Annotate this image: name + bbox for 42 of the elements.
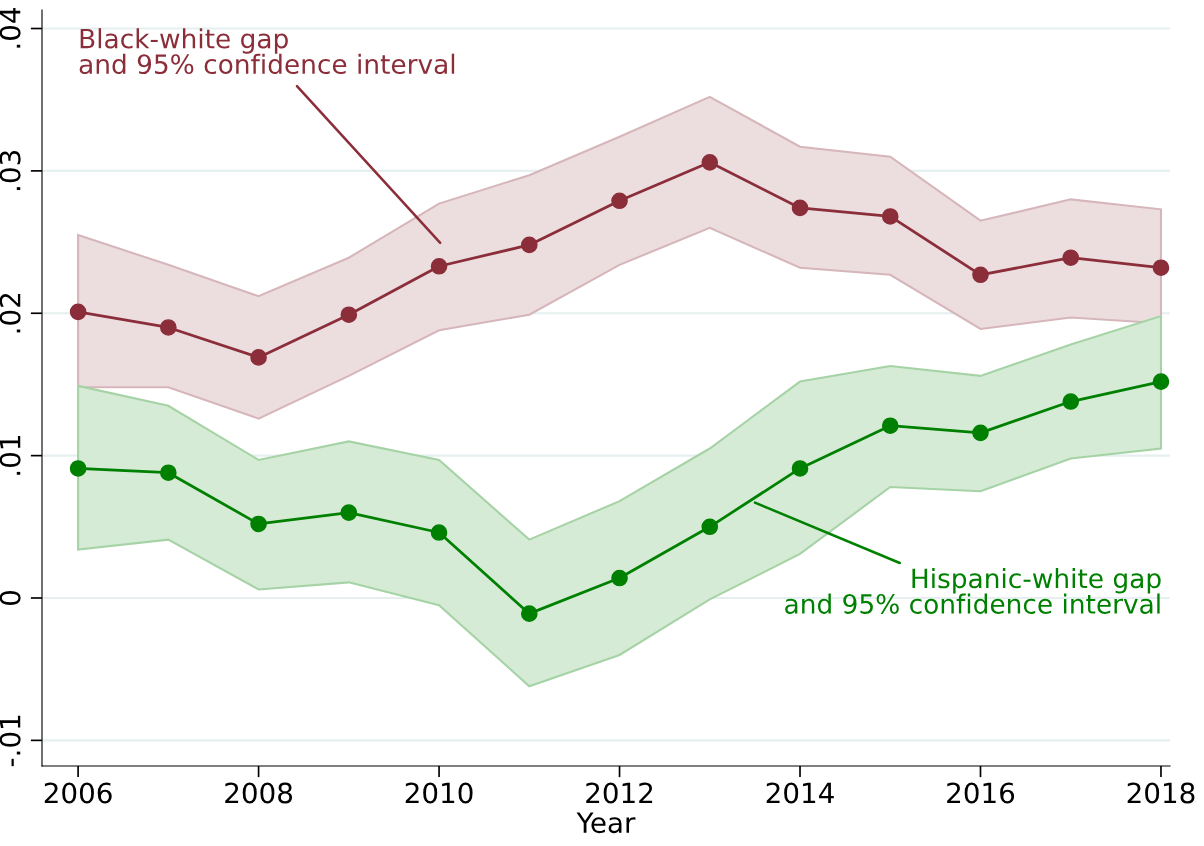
point bbox=[430, 257, 448, 275]
y-tick-label: -.01 bbox=[0, 715, 21, 767]
x-tick-label: 2010 bbox=[405, 782, 473, 804]
x-tick-label: 2006 bbox=[44, 782, 112, 804]
point bbox=[701, 154, 719, 171]
annotation: Hispanic-white gap and 95% confidence interval bbox=[785, 567, 1161, 614]
point bbox=[972, 424, 989, 442]
point bbox=[160, 319, 177, 336]
point bbox=[1152, 373, 1170, 390]
point bbox=[1152, 259, 1170, 276]
point bbox=[69, 460, 87, 477]
point bbox=[881, 208, 899, 225]
x-axis-title: Year bbox=[576, 812, 636, 834]
point bbox=[430, 524, 448, 541]
x-tick-label: 2018 bbox=[1127, 782, 1195, 804]
point bbox=[340, 306, 358, 323]
x-tick-label: 2016 bbox=[947, 782, 1015, 804]
point bbox=[250, 349, 267, 366]
point bbox=[1062, 393, 1080, 410]
point bbox=[69, 303, 87, 321]
point bbox=[791, 199, 809, 217]
point bbox=[972, 266, 989, 284]
point bbox=[520, 605, 538, 622]
point bbox=[611, 569, 628, 587]
point bbox=[791, 460, 809, 477]
point bbox=[1062, 249, 1080, 267]
y-tick-label: .04 bbox=[0, 7, 21, 48]
point bbox=[701, 518, 719, 536]
annotation: Black-white gap and 95% confidence interval bbox=[79, 28, 455, 75]
y-tick-label: 0 bbox=[0, 591, 21, 606]
point bbox=[611, 192, 628, 210]
point bbox=[160, 464, 177, 482]
point bbox=[881, 417, 899, 435]
y-tick-label: .01 bbox=[0, 436, 21, 475]
point bbox=[340, 504, 358, 521]
x-tick-label: 2014 bbox=[766, 782, 834, 804]
y-tick-label: .02 bbox=[0, 293, 21, 333]
point bbox=[520, 236, 538, 254]
x-tick-label: 2008 bbox=[225, 782, 293, 804]
x-tick-label: 2012 bbox=[586, 782, 653, 804]
y-tick-label: .03 bbox=[0, 151, 21, 190]
point bbox=[250, 515, 267, 533]
